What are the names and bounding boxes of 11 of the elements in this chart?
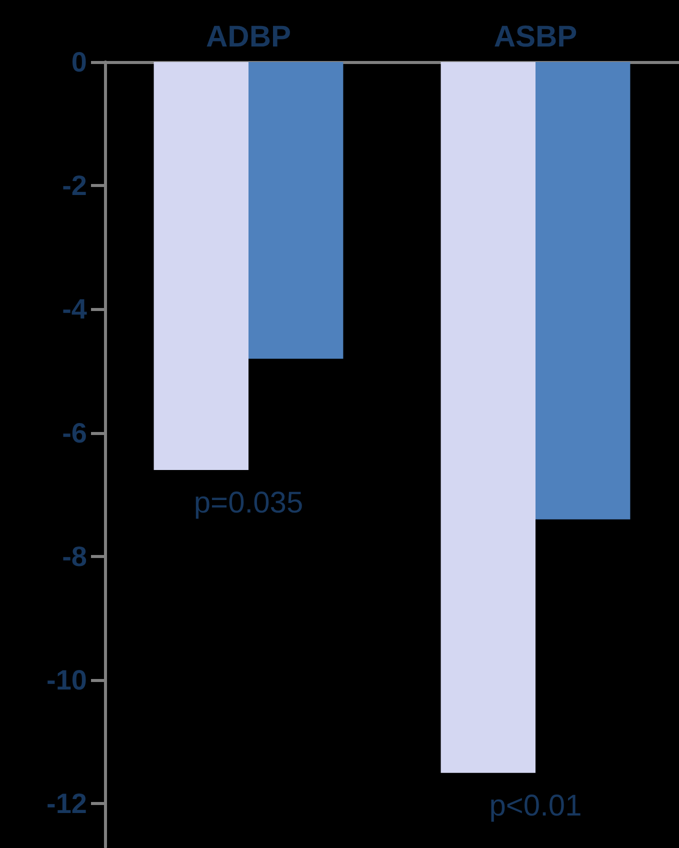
- annotation: p=0.035: [194, 486, 304, 520]
- y-tick-label: -12: [46, 788, 87, 820]
- x-tick-label: ASBP: [494, 20, 578, 54]
- y-tick-label: -2: [62, 170, 87, 202]
- y-tick-label: -8: [62, 540, 87, 572]
- annotation: p<0.01: [489, 789, 582, 822]
- y-tick-label: -4: [62, 294, 88, 325]
- y-tick-label: 0: [71, 46, 87, 78]
- y-tick-label: -10: [46, 664, 87, 696]
- x-tick-label: ADBP: [206, 20, 292, 54]
- y-tick-label: -6: [62, 417, 87, 448]
